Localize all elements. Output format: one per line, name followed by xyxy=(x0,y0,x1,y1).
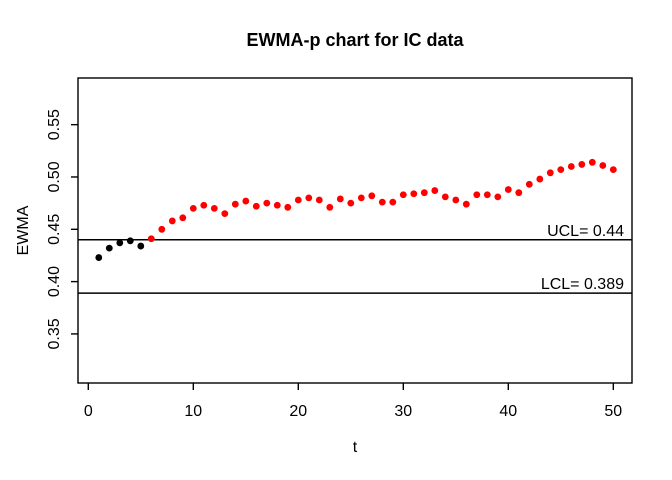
ucl-label: UCL= 0.44 xyxy=(547,223,624,240)
x-axis-title: t xyxy=(353,439,358,456)
data-point xyxy=(609,166,617,174)
data-point xyxy=(273,201,281,209)
data-point xyxy=(158,225,166,233)
data-point xyxy=(494,193,502,201)
lcl-label: LCL= 0.389 xyxy=(541,276,624,293)
data-point xyxy=(242,197,250,205)
data-point xyxy=(546,169,554,177)
data-point xyxy=(357,194,365,202)
y-tick-label: 0.40 xyxy=(46,266,63,297)
data-point xyxy=(147,235,155,243)
x-tick-label: 10 xyxy=(184,403,202,420)
data-point xyxy=(105,244,113,252)
data-point xyxy=(179,214,187,222)
data-point xyxy=(126,237,134,245)
data-point xyxy=(336,195,344,203)
data-point xyxy=(441,193,449,201)
data-point xyxy=(347,199,355,207)
data-point xyxy=(137,242,145,250)
data-point xyxy=(263,199,271,207)
data-point xyxy=(389,198,397,206)
data-point xyxy=(588,158,596,166)
data-point xyxy=(368,192,376,200)
data-point xyxy=(116,239,124,247)
data-point xyxy=(284,203,292,211)
data-point xyxy=(252,202,260,210)
x-tick-label: 0 xyxy=(84,403,93,420)
x-tick-label: 40 xyxy=(499,403,517,420)
data-point xyxy=(305,194,313,202)
data-point xyxy=(599,162,607,169)
data-point xyxy=(326,203,334,211)
data-point xyxy=(483,191,491,199)
data-point xyxy=(95,254,103,261)
data-point xyxy=(431,187,439,194)
y-tick-label: 0.45 xyxy=(46,214,63,245)
plot-border xyxy=(77,77,633,384)
data-point xyxy=(567,163,575,170)
data-point xyxy=(210,204,218,212)
data-point xyxy=(294,196,302,204)
data-point xyxy=(578,161,586,168)
y-tick-label: 0.55 xyxy=(46,109,63,140)
data-point xyxy=(536,175,544,183)
y-tick-label: 0.35 xyxy=(46,318,63,349)
data-point xyxy=(399,191,407,199)
data-point xyxy=(200,201,208,209)
data-point xyxy=(452,196,460,204)
x-tick-label: 30 xyxy=(394,403,412,420)
data-point xyxy=(473,191,481,199)
data-point xyxy=(378,198,386,206)
chart-title: EWMA-p chart for IC data xyxy=(246,30,464,50)
y-axis-title: EWMA xyxy=(15,205,32,255)
data-point xyxy=(221,210,229,218)
data-point xyxy=(525,180,533,188)
x-tick-label: 50 xyxy=(604,403,622,420)
data-point xyxy=(315,196,323,204)
data-point xyxy=(515,189,523,197)
x-tick-label: 20 xyxy=(289,403,307,420)
data-point xyxy=(231,200,239,208)
data-point xyxy=(168,217,176,225)
y-tick-label: 0.50 xyxy=(46,161,63,192)
data-point xyxy=(189,204,197,212)
data-point xyxy=(410,190,418,198)
data-point xyxy=(462,200,470,208)
data-point xyxy=(557,166,565,174)
data-point xyxy=(420,189,428,197)
data-point xyxy=(504,186,512,193)
